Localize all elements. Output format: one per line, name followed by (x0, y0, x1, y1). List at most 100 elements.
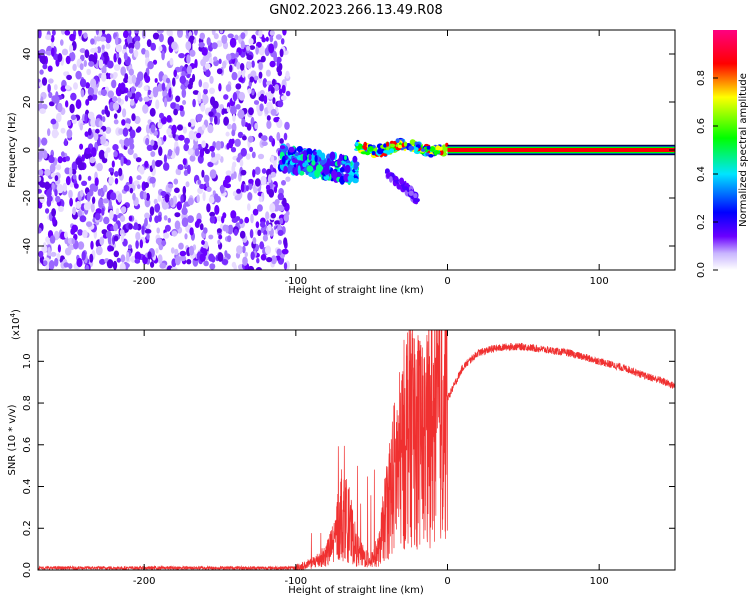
noise-speck (51, 47, 55, 57)
noise-speck (202, 191, 206, 202)
noise-speck (143, 191, 147, 201)
noise-speck (187, 215, 195, 224)
x-axis-label-bottom: Height of straight line (km) (288, 585, 424, 596)
noise-speck (285, 70, 290, 79)
noise-speck (191, 73, 196, 83)
noise-speck (174, 187, 180, 194)
noise-speck (243, 108, 248, 114)
noise-speck (247, 135, 254, 143)
noise-speck (95, 208, 102, 215)
noise-speck (258, 61, 263, 71)
noise-speck (209, 215, 216, 224)
noise-speck (101, 44, 105, 50)
noise-speck (182, 185, 187, 195)
noise-speck (261, 141, 268, 147)
noise-speck (111, 79, 117, 89)
noise-speck (144, 160, 149, 168)
noise-speck (230, 147, 237, 153)
noise-speck (180, 84, 185, 90)
line-x-tick-label: 100 (590, 576, 609, 587)
noise-speck (270, 171, 277, 178)
noise-speck (101, 65, 107, 75)
noise-speck (242, 135, 247, 141)
noise-speck (118, 128, 124, 135)
chart-title: GN02.2023.266.13.49.R08 (269, 3, 443, 18)
noise-speck (217, 239, 221, 245)
noise-speck (209, 87, 215, 95)
noise-speck (187, 122, 192, 128)
noise-speck (198, 42, 205, 48)
noise-speck (283, 262, 288, 270)
noise-speck (214, 115, 218, 125)
noise-speck (86, 192, 91, 202)
signal-speck (311, 160, 316, 166)
noise-speck (158, 45, 163, 52)
noise-speck (213, 56, 218, 62)
noise-speck (142, 104, 149, 114)
noise-speck (100, 89, 107, 96)
noise-speck (202, 81, 209, 90)
noise-speck (128, 175, 133, 185)
noise-speck (70, 92, 77, 101)
signal-speck (403, 141, 408, 147)
noise-speck (157, 193, 162, 203)
signal-speck (302, 162, 307, 168)
noise-speck (246, 45, 251, 51)
noise-speck (112, 144, 119, 151)
noise-speck (168, 88, 172, 98)
noise-speck (38, 49, 46, 56)
noise-speck (235, 104, 241, 110)
noise-speck (115, 52, 120, 59)
noise-speck (124, 95, 129, 102)
noise-speck (44, 168, 51, 177)
noise-speck (154, 203, 161, 213)
noise-speck (145, 124, 151, 134)
noise-speck (103, 216, 110, 225)
noise-speck (110, 192, 117, 201)
noise-speck (98, 198, 104, 208)
noise-speck (252, 237, 257, 245)
noise-speck (277, 204, 285, 212)
noise-speck (155, 237, 163, 245)
noise-speck (52, 30, 56, 36)
noise-speck (167, 149, 173, 157)
line-y-tick-label: 1.0 (22, 353, 33, 369)
noise-speck (113, 223, 118, 232)
noise-speck (101, 72, 107, 82)
signal-speck (368, 146, 374, 152)
noise-speck (65, 55, 71, 65)
noise-speck (109, 246, 115, 252)
noise-speck (250, 213, 254, 224)
noise-speck (282, 30, 287, 36)
signal-speck (331, 169, 338, 179)
noise-speck (226, 106, 230, 113)
noise-speck (114, 178, 119, 185)
colorbar-tick-label: 0.0 (696, 262, 707, 278)
noise-speck (179, 250, 187, 257)
noise-speck (182, 126, 187, 134)
noise-speck (133, 49, 139, 58)
noise-speck (208, 196, 215, 204)
noise-speck (272, 97, 276, 105)
noise-speck (78, 174, 82, 181)
noise-speck (122, 157, 128, 164)
noise-speck (48, 260, 55, 270)
noise-speck (223, 116, 230, 126)
noise-speck (263, 95, 268, 105)
noise-speck (197, 91, 202, 102)
noise-speck (174, 248, 179, 256)
noise-speck (77, 241, 85, 250)
noise-speck (268, 135, 274, 143)
noise-speck (163, 215, 168, 221)
noise-speck (175, 146, 180, 156)
noise-speck (163, 162, 170, 171)
noise-speck (87, 95, 93, 101)
noise-speck (229, 64, 233, 73)
noise-speck (232, 113, 236, 122)
noise-speck (137, 126, 142, 132)
noise-speck (45, 189, 52, 198)
noise-speck (258, 30, 263, 38)
noise-speck (96, 46, 102, 54)
noise-speck (39, 81, 43, 88)
noise-speck (54, 257, 59, 267)
